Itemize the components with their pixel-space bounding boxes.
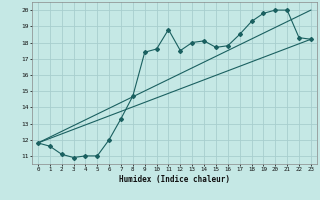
X-axis label: Humidex (Indice chaleur): Humidex (Indice chaleur): [119, 175, 230, 184]
